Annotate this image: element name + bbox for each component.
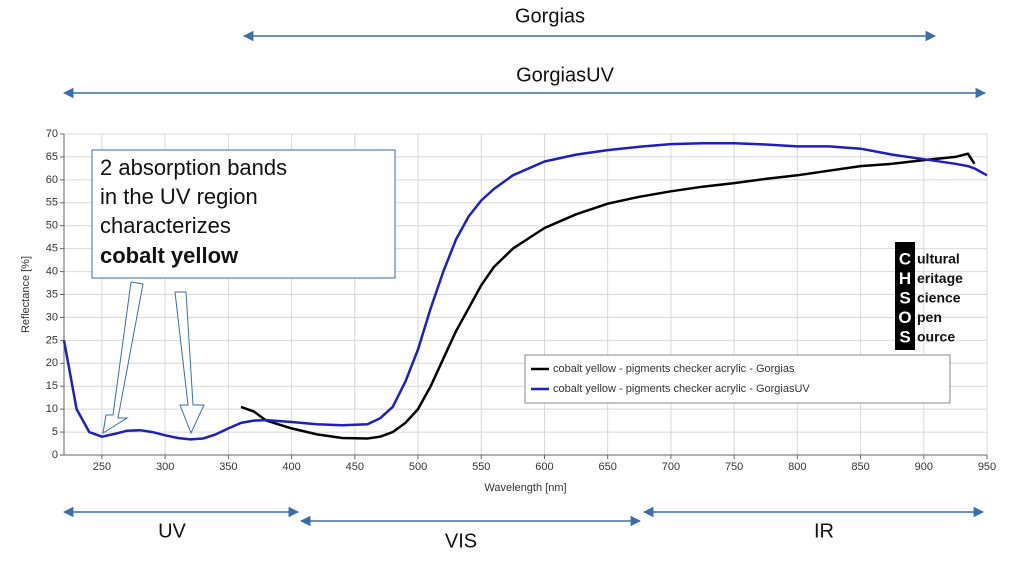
range-label: IR bbox=[814, 520, 834, 542]
x-tick-label: 900 bbox=[915, 461, 933, 473]
callout-box bbox=[91, 149, 396, 279]
data-line bbox=[240, 152, 976, 440]
logo-word: cience bbox=[917, 290, 961, 306]
legend-box bbox=[524, 354, 951, 404]
logo-word: ource bbox=[917, 329, 955, 345]
data-line bbox=[62, 141, 988, 441]
logo-word: pen bbox=[917, 309, 942, 325]
y-tick-label: 40 bbox=[46, 265, 58, 277]
logo-word: ultural bbox=[917, 251, 960, 267]
x-tick-label: 500 bbox=[409, 461, 427, 473]
x-tick-label: 350 bbox=[219, 461, 237, 473]
y-tick-label: 25 bbox=[46, 334, 58, 346]
x-tick-label: 800 bbox=[788, 461, 806, 473]
y-tick-label: 20 bbox=[46, 357, 58, 369]
logo-bar bbox=[895, 242, 915, 350]
y-tick-label: 30 bbox=[46, 311, 58, 323]
callout-text: 2 absorption bands bbox=[100, 155, 287, 180]
logo-letter: S bbox=[899, 327, 910, 346]
logo-letter: C bbox=[899, 249, 911, 268]
y-tick-label: 70 bbox=[46, 128, 58, 140]
range-label: Gorgias bbox=[515, 5, 585, 27]
callout-text: characterizes bbox=[100, 213, 231, 238]
x-tick-label: 650 bbox=[599, 461, 617, 473]
range-label: VIS bbox=[445, 530, 477, 552]
y-tick-label: 55 bbox=[46, 197, 58, 209]
x-tick-label: 550 bbox=[472, 461, 490, 473]
callout-text: in the UV region bbox=[100, 184, 258, 209]
logo-letter: H bbox=[899, 269, 911, 288]
range-label: UV bbox=[158, 520, 186, 542]
y-tick-label: 50 bbox=[46, 220, 58, 232]
y-tick-label: 10 bbox=[46, 403, 58, 415]
logo-letter: O bbox=[898, 308, 911, 327]
y-tick-label: 65 bbox=[46, 151, 58, 163]
legend-label: cobalt yellow - pigments checker acrylic… bbox=[553, 363, 795, 375]
x-axis-label: Wavelength [nm] bbox=[484, 482, 566, 494]
y-tick-label: 60 bbox=[46, 174, 58, 186]
x-tick-label: 950 bbox=[978, 461, 996, 473]
y-axis-label: Reflectance [%] bbox=[20, 256, 32, 333]
logo-letter: S bbox=[899, 288, 910, 307]
y-tick-label: 5 bbox=[52, 426, 58, 438]
y-tick-label: 35 bbox=[46, 288, 58, 300]
x-tick-label: 450 bbox=[346, 461, 364, 473]
x-tick-label: 600 bbox=[535, 461, 553, 473]
logo-word: eritage bbox=[917, 270, 963, 286]
x-tick-label: 700 bbox=[662, 461, 680, 473]
callout-arrow bbox=[174, 291, 205, 435]
callout-arrow bbox=[102, 281, 144, 435]
y-tick-label: 0 bbox=[52, 449, 58, 461]
callout-text: cobalt yellow bbox=[100, 243, 239, 268]
range-label: GorgiasUV bbox=[516, 64, 614, 86]
x-tick-label: 400 bbox=[282, 461, 300, 473]
y-tick-label: 15 bbox=[46, 380, 58, 392]
legend-label: cobalt yellow - pigments checker acrylic… bbox=[553, 383, 810, 395]
y-tick-label: 45 bbox=[46, 243, 58, 255]
callout: 2 absorption bands in the UV region char… bbox=[91, 149, 396, 435]
x-tick-label: 250 bbox=[93, 461, 111, 473]
x-tick-label: 850 bbox=[851, 461, 869, 473]
range-arrows bbox=[62, 30, 987, 527]
x-tick-label: 300 bbox=[156, 461, 174, 473]
x-tick-label: 750 bbox=[725, 461, 743, 473]
